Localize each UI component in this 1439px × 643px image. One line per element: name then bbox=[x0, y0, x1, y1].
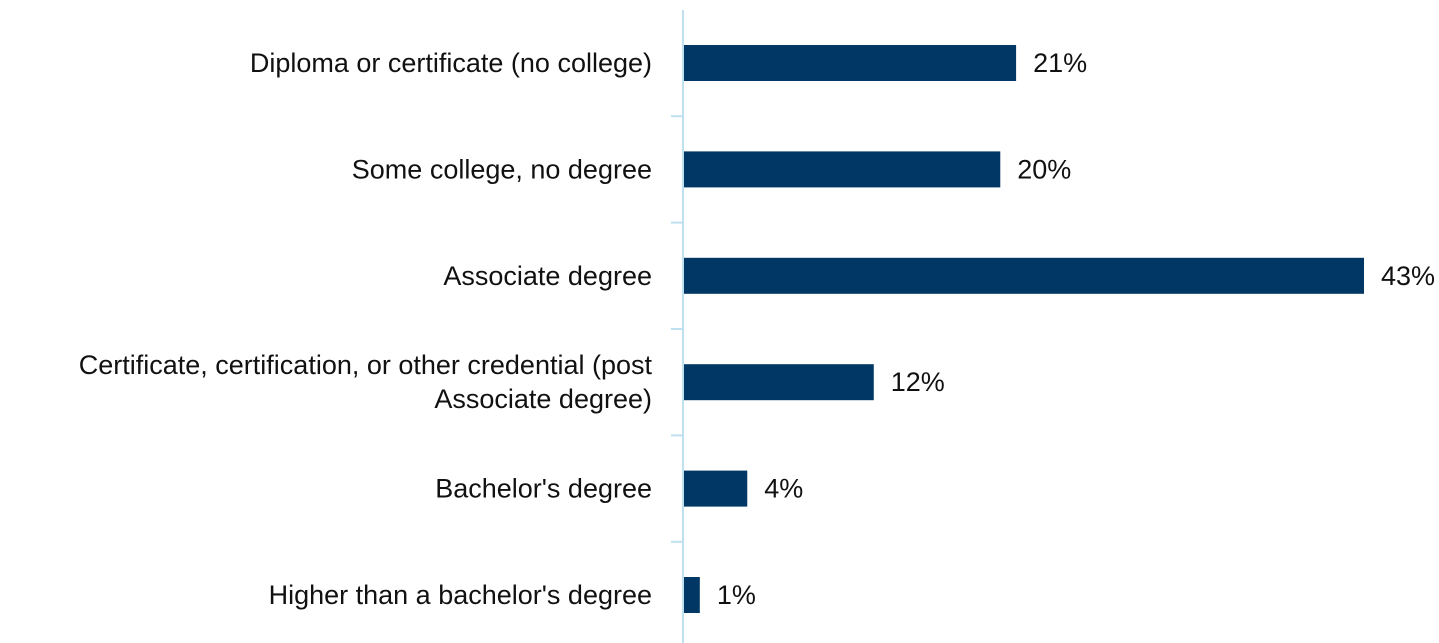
category-label: Bachelor's degree bbox=[435, 474, 652, 504]
category-label-line: Bachelor's degree bbox=[435, 474, 652, 504]
value-label: 21% bbox=[1033, 48, 1087, 78]
value-label: 20% bbox=[1017, 154, 1071, 184]
bar bbox=[684, 257, 1364, 294]
category-label-line: Some college, no degree bbox=[352, 154, 652, 184]
category-label-line: Certificate, certification, or other cre… bbox=[79, 350, 653, 380]
value-label: 12% bbox=[891, 367, 945, 397]
value-labels: 21% 20% 43% 12% 4% 1% bbox=[717, 48, 1435, 610]
category-axis bbox=[671, 10, 684, 643]
value-label: 43% bbox=[1381, 261, 1435, 291]
category-label-line: Associate degree bbox=[443, 261, 652, 291]
bar bbox=[684, 577, 700, 613]
bars bbox=[684, 45, 1364, 613]
category-label: Certificate, certification, or other cre… bbox=[79, 350, 653, 414]
bar bbox=[684, 470, 748, 507]
category-label-line: Associate degree) bbox=[434, 384, 652, 414]
category-label: Associate degree bbox=[443, 261, 652, 291]
category-label: Diploma or certificate (no college) bbox=[250, 48, 652, 78]
value-label: 1% bbox=[717, 580, 756, 610]
category-label: Higher than a bachelor's degree bbox=[269, 580, 652, 610]
bar bbox=[684, 45, 1017, 81]
bar bbox=[684, 364, 874, 401]
category-labels: Diploma or certificate (no college) Some … bbox=[79, 48, 653, 610]
value-label: 4% bbox=[764, 474, 803, 504]
category-label: Some college, no degree bbox=[352, 154, 652, 184]
bar bbox=[684, 151, 1001, 188]
category-label-line: Diploma or certificate (no college) bbox=[250, 48, 652, 78]
category-label-line: Higher than a bachelor's degree bbox=[269, 580, 652, 610]
